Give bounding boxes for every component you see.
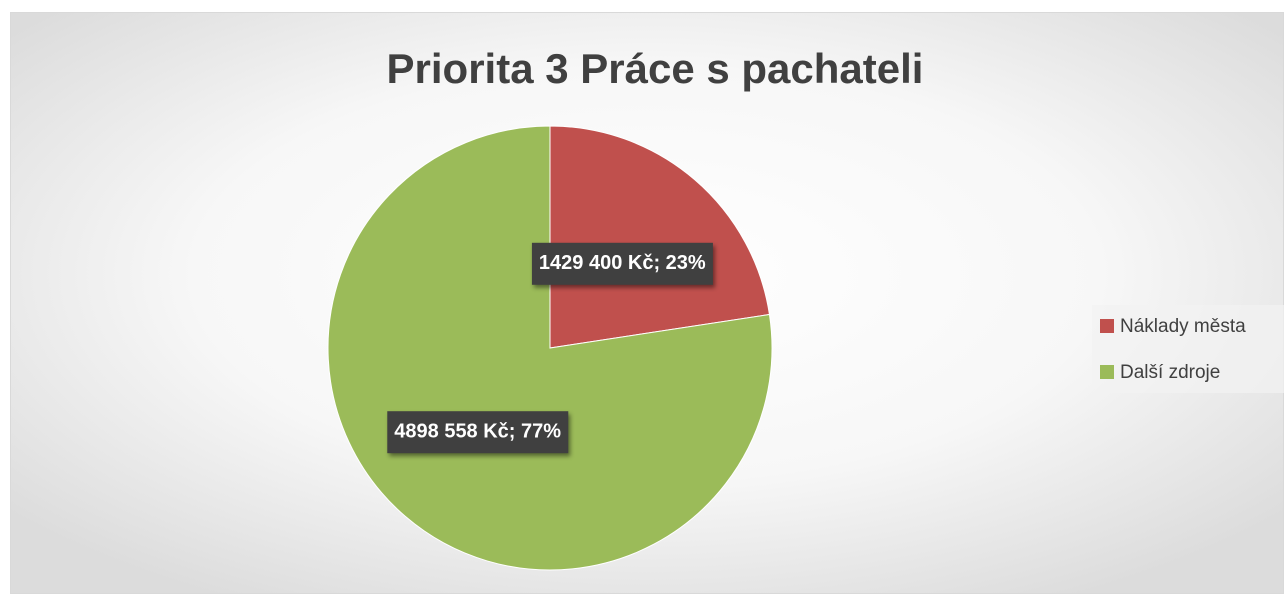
data-label-group: 1429 400 Kč; 23% <box>531 242 713 285</box>
legend-box <box>1092 305 1284 393</box>
data-label: 1429 400 Kč; 23% <box>539 252 706 274</box>
chart-title: Priorita 3 Práce s pachateli <box>387 45 924 92</box>
data-label-box <box>387 411 569 454</box>
legend-swatch <box>1100 319 1114 333</box>
legend-swatch <box>1100 365 1114 379</box>
data-label: 4898 558 Kč; 77% <box>394 420 561 442</box>
legend-label: Náklady města <box>1120 316 1246 337</box>
pie-slice <box>549 125 771 349</box>
data-label-box <box>531 242 713 285</box>
data-label-group: 4898 558 Kč; 77% <box>387 411 569 454</box>
legend-label: Další zdroje <box>1120 362 1220 383</box>
pie-slice <box>327 125 773 571</box>
